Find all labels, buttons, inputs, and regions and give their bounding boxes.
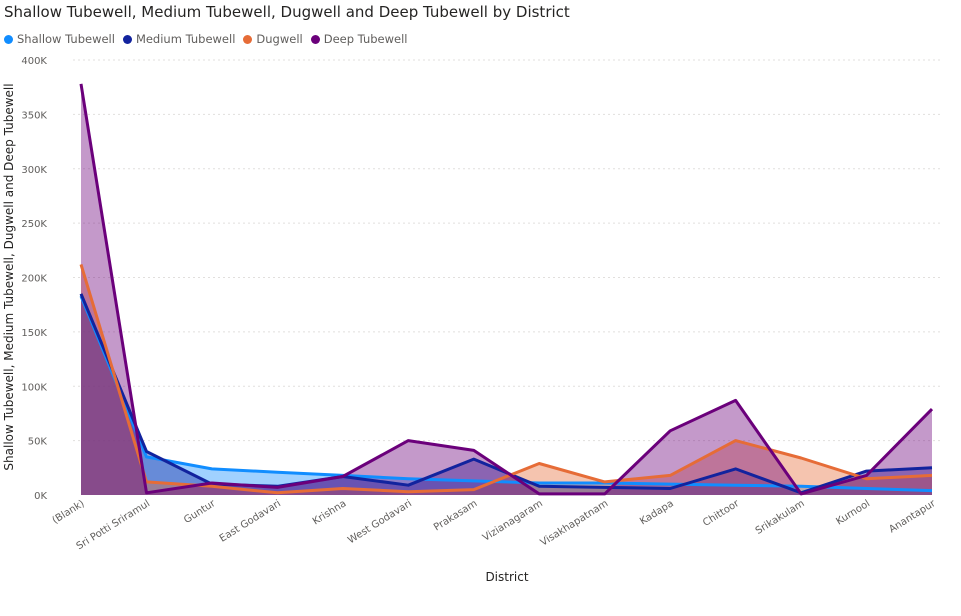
area-fill-series-1 [81,293,932,495]
y-tick-label: 50K [28,437,48,448]
series-line-0[interactable] [79,295,933,493]
x-tick-label: Chittoor [701,498,742,529]
legend-label: Shallow Tubewell [17,32,115,46]
area-fill-series-0 [81,296,932,495]
legend-label: Medium Tubewell [135,32,236,46]
legend-label: Deep Tubewell [323,32,408,46]
legend-marker [4,34,13,44]
x-tick-label: Kadapa [638,498,676,527]
x-tick-label: Guntur [182,498,218,526]
series-line-3[interactable] [79,83,934,496]
x-tick-label: Vizianagaram [481,498,545,544]
y-tick-label: 100K [21,382,47,393]
chart-title: Shallow Tubewell, Medium Tubewell, Dugwe… [4,3,570,21]
x-axis-title: District [485,570,528,584]
y-axis-title: Shallow Tubewell, Medium Tubewell, Dugwe… [2,83,16,470]
x-tick-label: West Godavari [346,498,414,546]
legend-item[interactable]: Shallow Tubewell [4,32,115,46]
x-tick-label: Anantapur [887,498,938,536]
x-tick-label: Prakasam [432,498,479,533]
y-tick-label: 250K [21,219,47,230]
legend-marker [243,34,253,44]
area-fill-series-3 [81,83,932,496]
legend-item[interactable]: Dugwell [243,32,303,46]
y-tick-label: 300K [21,165,47,176]
legend-marker [310,34,320,44]
legend: Shallow Tubewell Medium Tubewell Dugwell De… [4,32,416,46]
x-tick-label: (Blank) [50,498,86,526]
x-tick-label: East Godavari [218,498,283,544]
legend-label: Dugwell [256,32,303,46]
y-tick-label: 350K [21,110,47,121]
legend-item[interactable]: Deep Tubewell [310,32,408,46]
x-tick-label: Srikakulam [754,498,807,537]
y-tick-label: 150K [21,328,47,339]
x-tick-label: Kurnool [834,498,872,527]
y-tick-label: 400K [21,56,47,67]
x-tick-label: Krishna [311,498,349,527]
series-line-2[interactable] [79,263,933,495]
legend-marker [122,34,132,44]
y-tick-label: 0K [34,491,47,502]
x-tick-label: Sri Potti Sriramul [75,498,152,552]
legend-item[interactable]: Medium Tubewell [122,32,236,46]
y-tick-label: 200K [21,274,47,285]
x-tick-label: Visakhapatnam [539,498,611,548]
